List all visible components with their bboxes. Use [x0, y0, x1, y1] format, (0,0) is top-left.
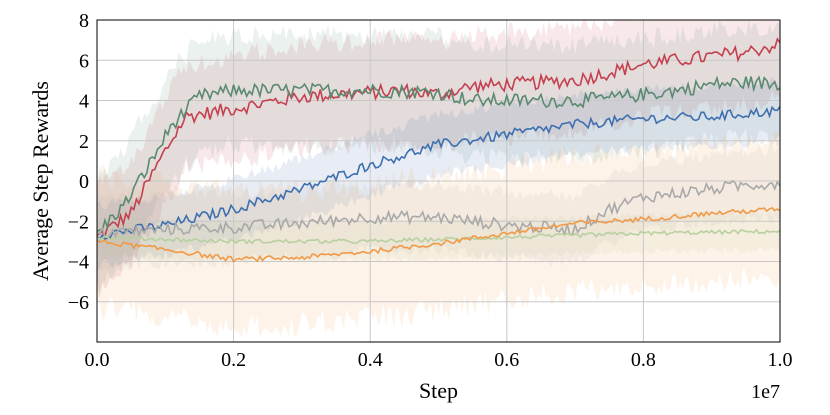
series-lines [96, 37, 781, 264]
line-orange [96, 206, 781, 264]
band-gray [97, 143, 780, 273]
x-tick-label: 0.8 [631, 349, 656, 371]
line-gray [96, 179, 781, 239]
y-tick-label: −6 [68, 292, 89, 314]
band-light-green [97, 209, 780, 264]
y-tick-label: 2 [79, 131, 89, 153]
x-offset-label: 1e7 [751, 381, 780, 403]
band-red [97, 20, 780, 298]
x-tick-labels: 0.0 0.2 0.4 0.6 0.8 1.0 [85, 349, 793, 371]
y-tick-label: 0 [79, 171, 89, 193]
x-tick-label: 1.0 [768, 349, 793, 371]
band-blue [97, 76, 780, 269]
y-axis-label: Average Step Rewards [28, 81, 53, 281]
band-green [97, 20, 780, 296]
band-orange [97, 131, 780, 338]
line-green [96, 75, 781, 233]
y-tick-label: −2 [68, 211, 89, 233]
y-tick-label: 8 [79, 10, 89, 32]
confidence-bands [97, 20, 780, 338]
y-tick-label: 4 [79, 91, 89, 113]
x-tick-label: 0.6 [494, 349, 519, 371]
line-light-green [96, 228, 781, 245]
y-tick-label: −4 [68, 252, 89, 274]
x-tick-label: 0.2 [221, 349, 246, 371]
plot-frame [96, 19, 781, 343]
x-tick-label: 0.0 [85, 349, 110, 371]
x-axis-label: Step [419, 378, 458, 403]
y-tick-labels: −6 −4 −2 0 2 4 6 8 [68, 10, 89, 314]
x-tick-label: 0.4 [358, 349, 383, 371]
y-tick-label: 6 [79, 50, 89, 72]
line-blue [96, 105, 781, 241]
